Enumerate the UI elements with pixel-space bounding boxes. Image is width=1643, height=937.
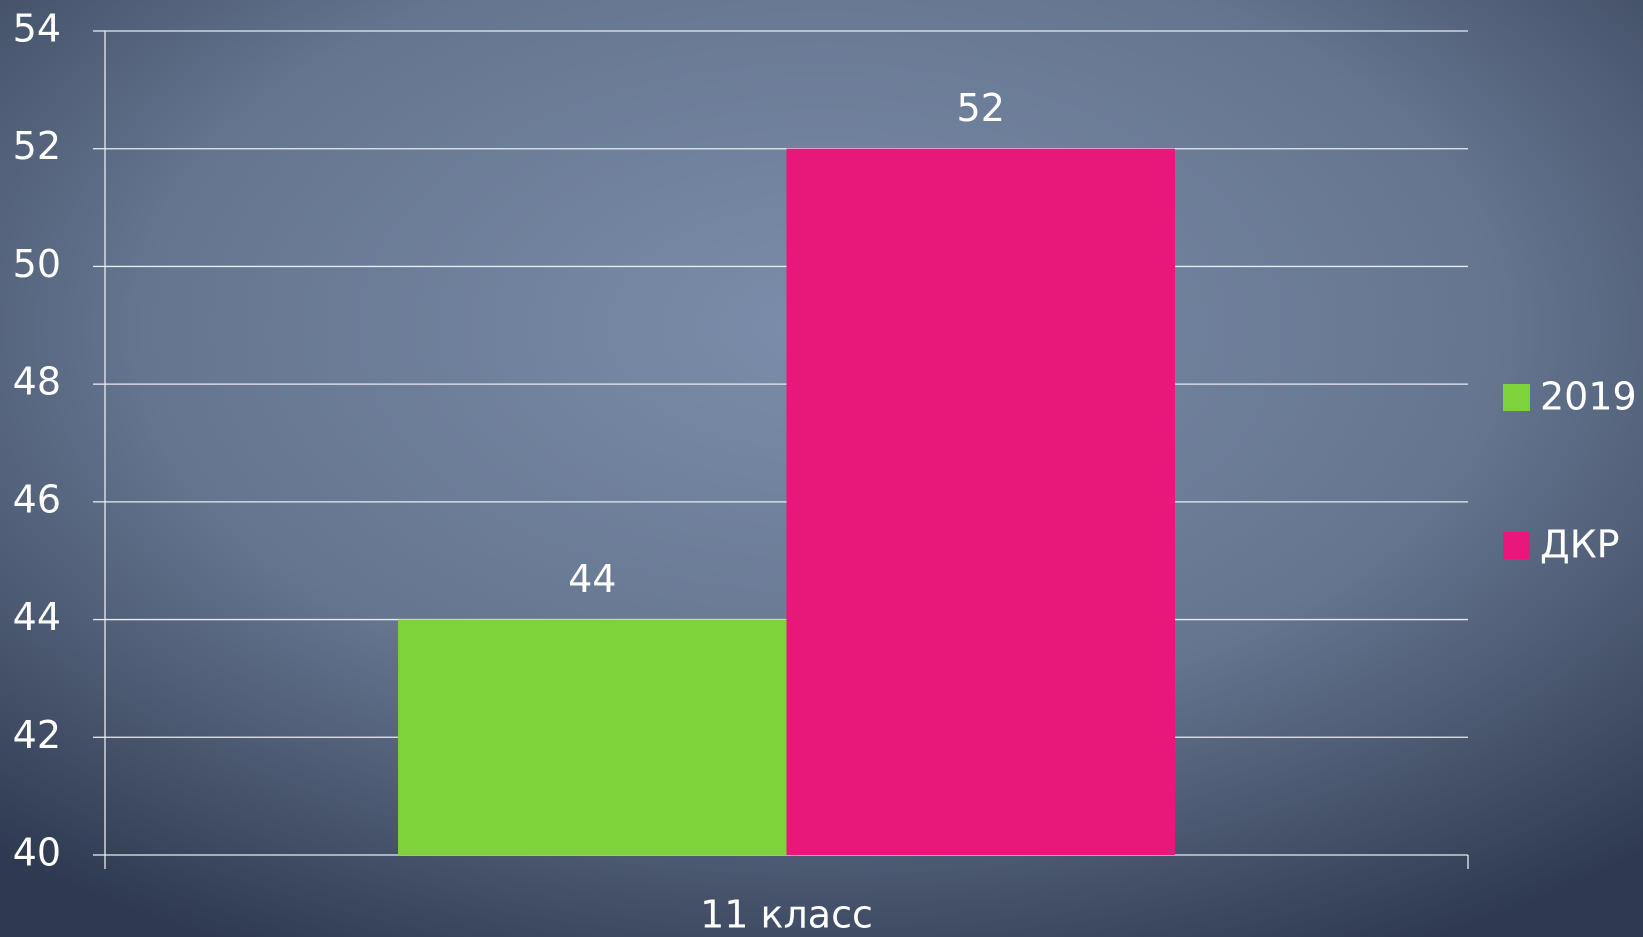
y-tick-label: 54	[13, 7, 61, 51]
y-tick-label: 52	[13, 124, 61, 168]
data-label: 52	[957, 86, 1005, 130]
x-tick-label: 11 класс	[700, 893, 873, 937]
y-tick-label: 44	[13, 595, 61, 639]
y-tick-label: 40	[13, 831, 61, 875]
data-label: 44	[568, 557, 616, 601]
legend-label: 2019	[1540, 375, 1637, 419]
legend-swatch	[1503, 532, 1530, 559]
y-tick-label: 50	[13, 242, 61, 286]
y-tick-label: 48	[13, 360, 61, 404]
bar	[786, 148, 1175, 855]
bar	[398, 619, 787, 855]
legend-label: ДКР	[1540, 523, 1620, 567]
y-tick-label: 42	[13, 713, 61, 757]
legend-swatch	[1503, 384, 1530, 411]
y-tick-label: 46	[13, 477, 61, 521]
